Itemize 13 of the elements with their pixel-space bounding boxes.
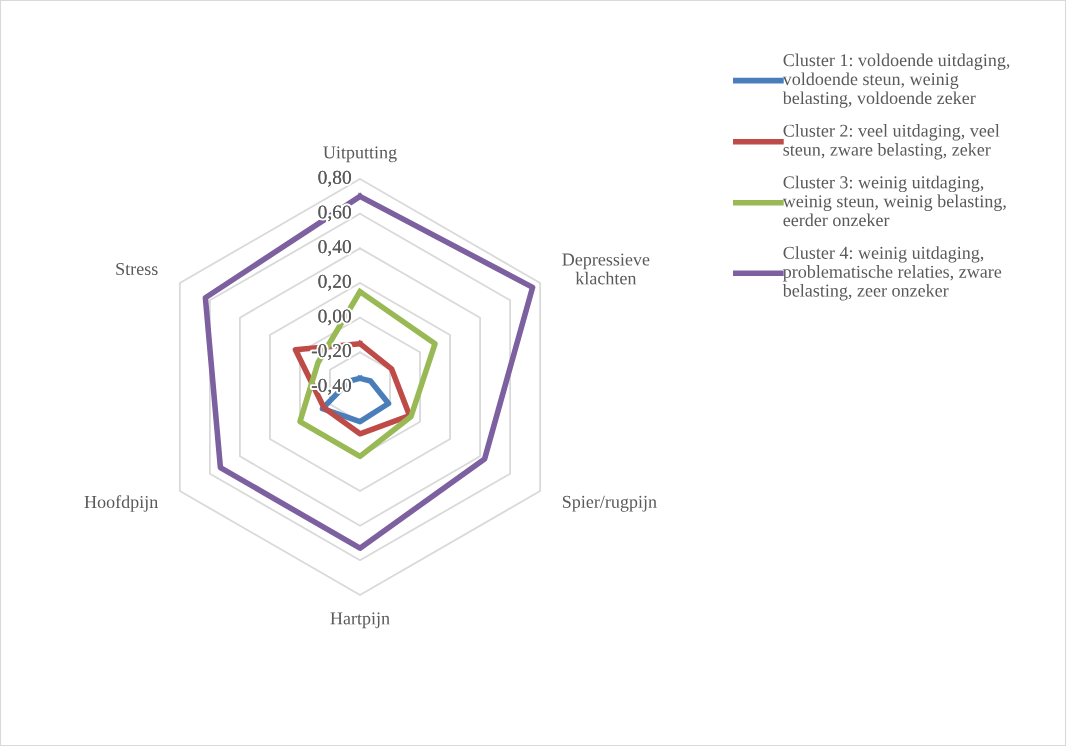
y-tick-label: 0,40 bbox=[318, 240, 351, 256]
y-tick-label: 0,80 bbox=[318, 170, 351, 187]
legend-label: Cluster 4: weinig uitdaging, problematische relaties, zware belasting, zeer onzeker bbox=[782, 246, 1002, 301]
legend-label: Cluster 1: voldoende uitdaging, voldoende steun, weinig belasting, voldoende zeker bbox=[782, 53, 1010, 108]
spoke-label: Hoofdpijn bbox=[84, 495, 158, 512]
y-tick-label: 0,20 bbox=[318, 274, 351, 291]
spoke-label: Spier/rugpijn bbox=[562, 495, 657, 512]
legend-label: Cluster 2: veel uitdaging, veel steun, zware belasting, zeker bbox=[783, 124, 1000, 160]
legend-label: Cluster 3: weinig uitdaging, weinig steun, weinig belasting, eerder onzeker bbox=[782, 175, 1006, 227]
spoke-label: Hartpijn bbox=[330, 612, 390, 629]
spoke-label: Depressieve klachten bbox=[562, 253, 650, 285]
spoke-label: Stress bbox=[116, 262, 158, 276]
spoke-label: Uitputting bbox=[323, 146, 397, 163]
